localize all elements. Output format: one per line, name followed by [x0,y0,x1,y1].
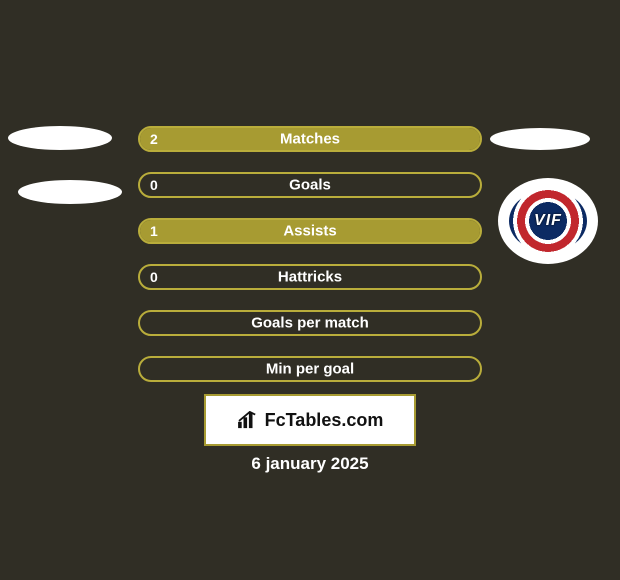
stat-bar-hattricks: Hattricks 0 [138,264,482,290]
stats-bars: Matches 2 Goals 0 Assists 1 Hattricks 0 Goals pe… [138,126,482,402]
club-badge-icon: VIF [509,190,587,252]
ellipse-left-1 [8,126,112,150]
date-text: 6 january 2025 [251,454,368,474]
bar-value-left: 0 [150,177,158,193]
fctables-icon [237,411,259,429]
ellipse-right-1 [490,128,590,150]
stat-bar-min-per-goal: Min per goal [138,356,482,382]
bar-label: Goals per match [251,315,369,332]
stat-bar-goals-per-match: Goals per match [138,310,482,336]
stat-bar-matches: Matches 2 [138,126,482,152]
bar-value-left: 0 [150,269,158,285]
bar-label: Hattricks [278,269,342,286]
bar-label: Goals [289,177,331,194]
bar-label: Matches [280,131,340,148]
bar-value-left: 1 [150,223,158,239]
stat-bar-assists: Assists 1 [138,218,482,244]
club-badge-text: VIF [534,212,562,230]
club-logo-right: VIF [498,178,598,264]
bar-label: Min per goal [266,361,354,378]
ellipse-left-2 [18,180,122,204]
bar-value-left: 2 [150,131,158,147]
brand-text: FcTables.com [265,410,384,431]
stat-bar-goals: Goals 0 [138,172,482,198]
brand-badge: FcTables.com [204,394,416,446]
bar-label: Assists [283,223,336,240]
